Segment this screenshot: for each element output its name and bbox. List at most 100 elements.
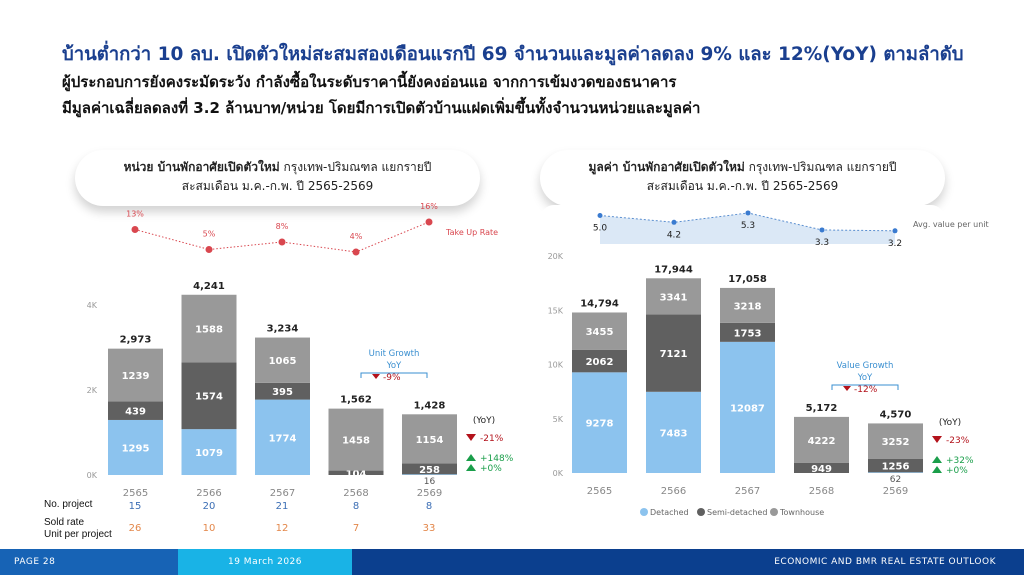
avg-value-point xyxy=(671,219,677,225)
x-tick-label: 2565 xyxy=(123,488,148,499)
takeup-rate-point xyxy=(278,238,286,246)
bar-total-label: 5,172 xyxy=(806,403,838,414)
bar-detached xyxy=(402,474,457,475)
avg-value-label: 5.3 xyxy=(741,221,755,231)
avg-value-point xyxy=(745,210,751,216)
bar-value-label: 62 xyxy=(890,475,901,485)
bar-townhouse xyxy=(181,294,237,363)
triangle-up-icon xyxy=(466,454,476,461)
bar-value-label: 395 xyxy=(272,387,293,398)
sold-rate-value: 33 xyxy=(423,523,436,534)
projects-value: 21 xyxy=(276,501,289,512)
bar-detached xyxy=(720,341,775,473)
y-tick-label: 2K xyxy=(87,386,98,395)
legend-swatch-semi-detached xyxy=(697,508,705,516)
bar-value-label: 3455 xyxy=(586,327,614,338)
legend-label-semi-detached: Semi-detached xyxy=(707,508,767,517)
y-tick-label: 0K xyxy=(553,469,564,478)
value-chart-subtitle: สะสมเดือน ม.ค.-ก.พ. ปี 2565-2569 xyxy=(646,179,839,193)
yoy-header: (YoY) xyxy=(473,416,495,426)
bar-total-label: 14,794 xyxy=(580,298,619,309)
bar-townhouse xyxy=(646,278,701,315)
growth-title: Value Growth xyxy=(837,361,894,371)
legend-label-townhouse: Townhouse xyxy=(779,508,824,517)
bar-value-label: 3218 xyxy=(734,301,762,312)
growth-yoy: YoY xyxy=(857,373,873,383)
sold-rate-value: 10 xyxy=(203,523,216,534)
bar-townhouse xyxy=(108,348,163,402)
bar-value-label: 258 xyxy=(419,465,440,476)
bar-value-label: 7483 xyxy=(660,428,688,439)
y-tick-label: 10K xyxy=(548,361,564,370)
bar-value-label: 1458 xyxy=(342,436,370,447)
growth-value: -12% xyxy=(854,385,878,395)
x-tick-label: 2566 xyxy=(196,488,221,499)
x-tick-label: 2569 xyxy=(417,488,442,499)
x-tick-label: 2567 xyxy=(735,486,760,497)
bar-total-label: 4,241 xyxy=(193,281,225,292)
bar-townhouse xyxy=(572,312,627,350)
avg-value-label: 3.2 xyxy=(888,239,902,249)
avg-value-legend: Avg. value per unit xyxy=(913,220,989,229)
bar-detached xyxy=(868,472,923,473)
yoy-value: +32% xyxy=(946,456,974,466)
page-subtitle-2: มีมูลค่าเฉลี่ยลดลงที่ 3.2 ล้านบาท/หน่วย … xyxy=(62,99,701,117)
bar-total-label: 17,058 xyxy=(728,274,767,285)
takeup-rate-label: 4% xyxy=(350,232,363,241)
triangle-up-icon xyxy=(932,456,942,463)
bar-value-label: 1588 xyxy=(195,325,223,336)
sold-rate-value: 7 xyxy=(353,523,359,534)
bar-semi-detached xyxy=(794,462,849,473)
units-chart-title-rest: กรุงเทพ-ปริมณฑล แยกรายปี xyxy=(279,160,432,174)
takeup-rate-legend: Take Up Rate xyxy=(445,228,498,237)
y-tick-label: 20K xyxy=(548,252,564,261)
x-tick-label: 2568 xyxy=(809,486,834,497)
yoy-value: +0% xyxy=(946,466,968,476)
takeup-rate-label: 8% xyxy=(276,222,289,231)
bar-total-label: 1,562 xyxy=(340,395,372,406)
units-chart-title-bold: หน่วย บ้านพักอาศัยเปิดตัวใหม่ xyxy=(123,160,280,174)
projects-value: 8 xyxy=(426,501,432,512)
yoy-value: -21% xyxy=(480,434,504,444)
bar-value-label: 1154 xyxy=(416,435,444,446)
bar-townhouse xyxy=(402,414,457,464)
bar-townhouse xyxy=(328,408,384,471)
growth-bracket xyxy=(831,384,899,390)
bar-total-label: 17,944 xyxy=(654,264,693,275)
bar-value-label: 3252 xyxy=(882,437,910,448)
bar-detached xyxy=(572,372,627,473)
bar-value-label: 7121 xyxy=(660,349,688,360)
avg-value-label: 5.0 xyxy=(593,224,608,234)
footer-report-name: ECONOMIC AND BMR REAL ESTATE OUTLOOK xyxy=(352,549,1024,575)
takeup-rate-point xyxy=(425,218,433,226)
bar-value-label: 1574 xyxy=(195,392,223,403)
footer-date: 19 March 2026 xyxy=(178,549,352,575)
triangle-down-icon xyxy=(372,374,380,379)
row-label-sold-rate: Sold rate Unit per project xyxy=(44,517,112,540)
bar-value-label: 1239 xyxy=(122,371,150,382)
avg-value-point xyxy=(819,227,825,233)
bar-semi-detached xyxy=(255,382,310,400)
takeup-rate-point xyxy=(205,246,213,253)
bar-value-label: 3341 xyxy=(660,292,688,303)
takeup-rate-label: 5% xyxy=(203,230,216,239)
bar-detached xyxy=(181,429,237,475)
takeup-rate-label: 13% xyxy=(126,210,144,219)
yoy-value: +148% xyxy=(480,454,514,464)
triangle-down-icon xyxy=(932,436,942,443)
y-tick-label: 15K xyxy=(548,306,564,315)
bar-detached xyxy=(255,399,310,475)
value-chart-header: มูลค่า บ้านพักอาศัยเปิดตัวใหม่ กรุงเทพ-ป… xyxy=(540,150,945,206)
projects-value: 20 xyxy=(203,501,216,512)
row-label-projects: No. project xyxy=(44,499,93,510)
bar-value-label: 949 xyxy=(811,464,832,475)
page-title: บ้านต่ำกว่า 10 ลบ. เปิดตัวใหม่สะสมสองเดื… xyxy=(62,44,964,65)
bar-value-label: 1295 xyxy=(122,443,150,454)
avg-value-label: 3.3 xyxy=(815,238,829,248)
takeup-rate-point xyxy=(352,248,360,256)
triangle-up-icon xyxy=(466,464,476,471)
takeup-rate-label: 16% xyxy=(420,202,438,211)
legend-label-detached: Detached xyxy=(650,508,689,517)
bar-townhouse xyxy=(794,416,849,463)
bar-total-label: 2,973 xyxy=(120,335,152,346)
